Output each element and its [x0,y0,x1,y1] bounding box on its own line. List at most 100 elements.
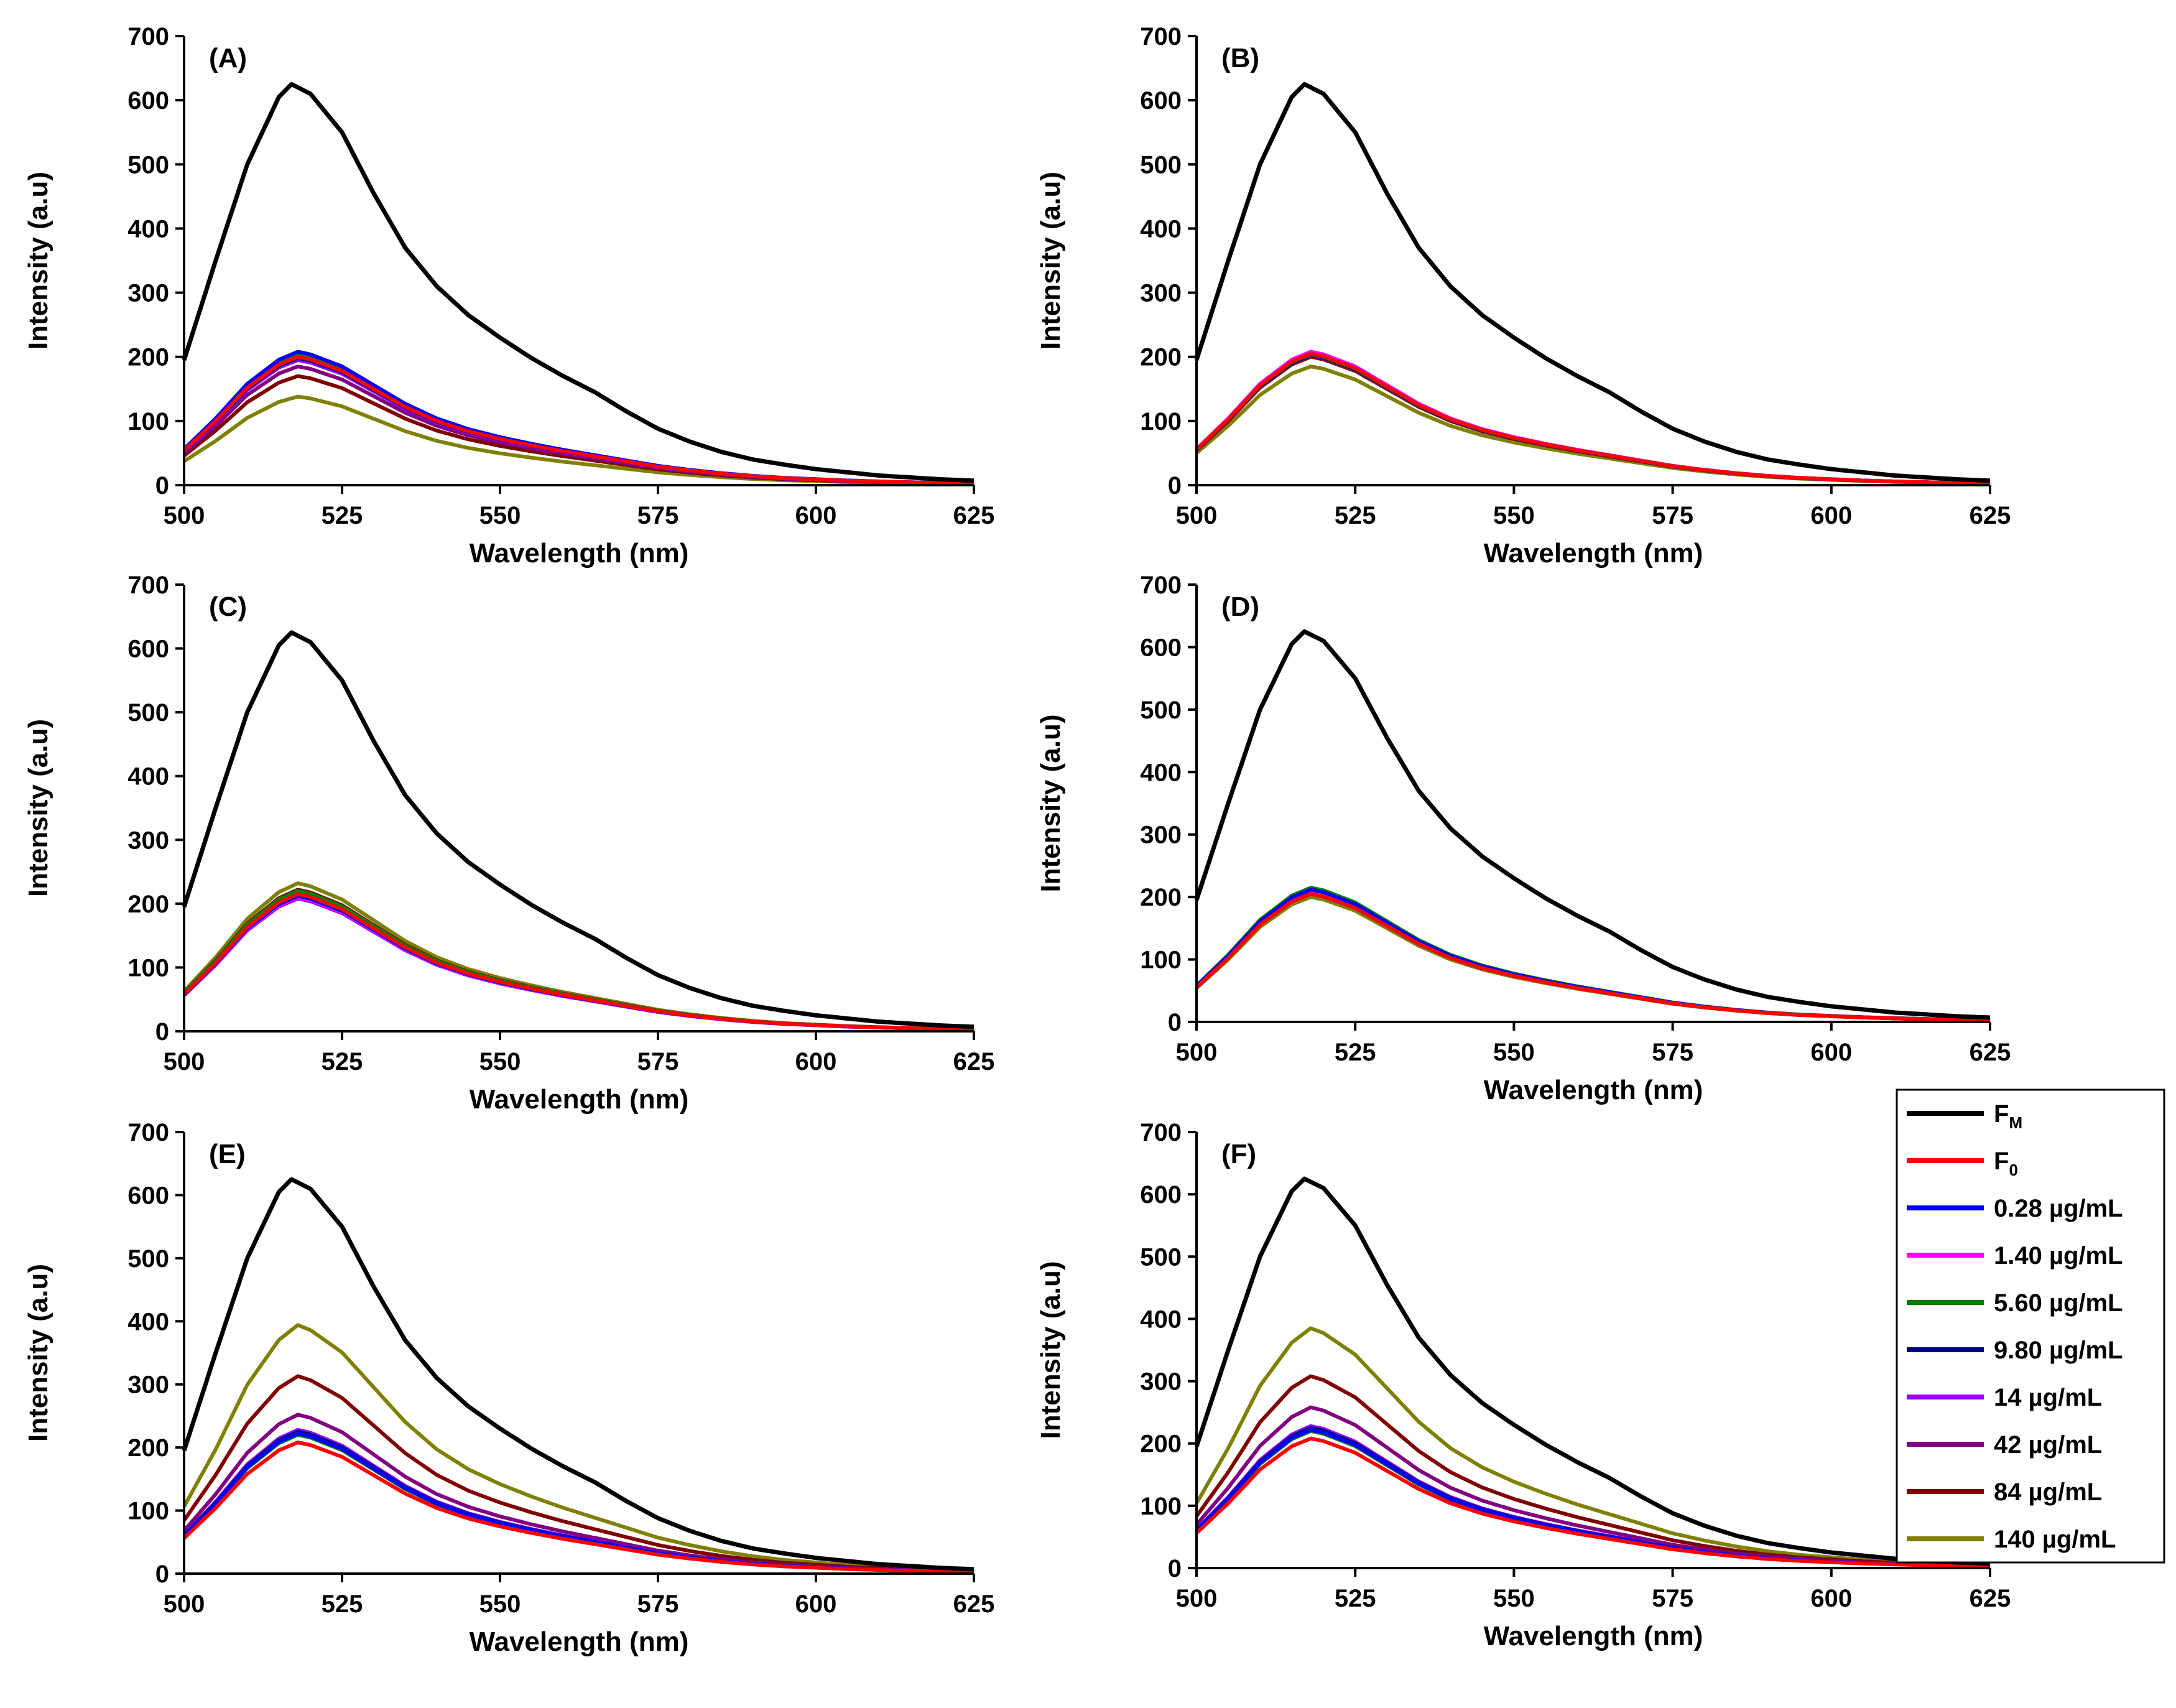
panel-label: (E) [209,1139,246,1169]
series-line-FM [182,1177,975,1572]
series-line-c84 [1195,355,1991,486]
series-line-c140 [183,394,974,486]
series-line-c84 [182,888,975,1031]
series-line-c1_40 [1195,1427,1991,1569]
series-line-c1_40 [182,1431,975,1574]
series-line-FM [1194,81,1991,483]
series-line-c5_60 [182,1432,975,1574]
y-tick-label: 0 [1168,1009,1182,1036]
legend-item: 42 µg/mL [1907,1431,2102,1459]
y-tick-label: 600 [127,87,169,114]
x-tick-label: 600 [1810,1585,1852,1612]
series-line-c42 [182,1413,975,1574]
legend-label: 5.60 µg/mL [1994,1289,2123,1317]
y-tick-label: 400 [1140,215,1182,243]
x-tick-label: 600 [795,1590,837,1618]
y-tick-label: 700 [127,1119,169,1146]
x-tick-label: 575 [1652,1585,1693,1612]
y-tick-label: 600 [1140,634,1182,661]
panel-label: (A) [209,43,247,73]
legend-item: 0.28 µg/mL [1907,1195,2123,1222]
x-tick-label: 550 [1493,1585,1535,1612]
series-line-c42 [182,892,975,1032]
x-tick-label: 575 [637,1590,679,1618]
legend-item: 9.80 µg/mL [1907,1337,2123,1364]
series-line-c0_28 [1195,351,1991,486]
y-axis-title: Intensity (a.u) [23,1264,53,1442]
legend-label: F0 [1994,1148,2018,1179]
x-tick-label: 500 [164,1048,205,1075]
series-line-FM [1194,1176,1991,1566]
legend-item: 84 µg/mL [1907,1478,2102,1506]
y-tick-label: 300 [127,280,169,307]
legend-label: 42 µg/mL [1994,1431,2102,1459]
series-line-F0 [1195,892,1991,1023]
legend-label: 9.80 µg/mL [1994,1337,2123,1364]
y-tick-label: 400 [127,1308,169,1335]
x-tick-label: 625 [1970,1585,2011,1612]
series-line-c84 [1195,892,1991,1023]
series-line-F0 [1195,1436,1991,1569]
series-line-FM [1194,629,1991,1020]
y-tick-label: 300 [1140,1368,1182,1396]
y-tick-label: 100 [1140,408,1182,435]
y-tick-label: 700 [1140,572,1182,599]
y-tick-label: 500 [127,1245,169,1273]
y-tick-label: 0 [155,1018,169,1046]
series-line-c14 [1195,351,1991,486]
panel-label: (D) [1221,592,1259,622]
y-tick-label: 400 [1140,1306,1182,1333]
x-tick-label: 625 [1970,502,2011,529]
y-tick-label: 600 [127,636,169,663]
panel-label: (C) [209,592,247,622]
x-tick-label: 600 [795,502,837,529]
x-tick-label: 525 [1335,502,1376,529]
panel-a: 0 100 200 300 400 500 600 700 500 525 550 575 600 625… [23,23,994,569]
series-line-c0_28 [1195,1427,1991,1569]
y-axis-title: Intensity (a.u) [1035,1261,1066,1439]
legend-box [1896,1088,2165,1564]
x-tick-label: 550 [479,1048,521,1075]
y-tick-label: 100 [127,954,169,982]
series-line-c9_80 [182,892,975,1032]
series-line-c14 [1195,890,1991,1023]
x-axis-title: Wavelength (nm) [470,1627,689,1657]
series-line-FM [182,81,975,483]
x-axis-title: Wavelength (nm) [470,1084,689,1115]
x-tick-label: 550 [1493,502,1535,529]
x-axis-title: Wavelength (nm) [1484,1075,1703,1105]
y-tick-label: 200 [1140,344,1182,371]
y-tick-label: 200 [127,344,169,371]
y-tick-label: 400 [127,215,169,243]
legend-label: 0.28 µg/mL [1994,1195,2123,1222]
y-tick-label: 0 [155,472,169,499]
series-line-c9_80 [1195,889,1991,1023]
y-tick-label: 200 [127,891,169,918]
legend-item: 14 µg/mL [1907,1384,2102,1411]
x-tick-label: 500 [164,502,205,529]
y-axis-title: Intensity (a.u) [23,172,53,350]
series-line-c1_40 [182,895,975,1032]
legend-label: 140 µg/mL [1994,1526,2116,1553]
series-line-c14 [182,896,975,1032]
x-tick-label: 625 [953,502,995,529]
x-tick-label: 525 [322,502,363,529]
legend-label: 84 µg/mL [1994,1478,2102,1506]
y-tick-label: 600 [1140,1181,1182,1209]
series-line-c140 [182,881,975,1031]
panel-label: (F) [1221,1139,1256,1169]
series-line-c1_40 [1195,350,1991,486]
series-line-F0 [182,892,975,1032]
legend-item: 140 µg/mL [1907,1526,2116,1553]
series-line-c9_80 [182,1429,975,1574]
series-line-c1_40 [1195,889,1991,1023]
y-tick-label: 100 [1140,947,1182,974]
x-tick-label: 600 [1810,502,1852,529]
series-line-FM [182,630,975,1029]
x-tick-label: 525 [322,1048,363,1075]
series-line-c0_28 [1195,888,1991,1023]
y-tick-label: 200 [1140,884,1182,911]
x-tick-label: 575 [637,502,679,529]
y-tick-label: 400 [127,763,169,791]
